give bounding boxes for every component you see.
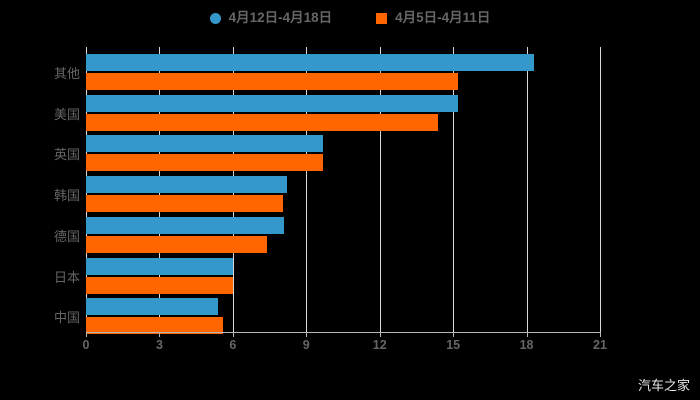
bar[interactable] xyxy=(86,113,439,131)
category-label: 德国 xyxy=(53,228,80,244)
bar[interactable] xyxy=(86,54,534,71)
gridline xyxy=(306,47,308,332)
legend-item-series-a[interactable]: 4月12日-4月18日 xyxy=(209,10,333,26)
gridline xyxy=(379,47,381,332)
legend-label-series-b: 4月5日-4月11日 xyxy=(395,10,491,26)
bar[interactable] xyxy=(86,235,268,253)
category-label: 其他 xyxy=(53,66,80,81)
gridline xyxy=(453,47,455,332)
x-axis-tick xyxy=(453,333,455,337)
bar[interactable] xyxy=(86,317,224,335)
x-axis-tick xyxy=(306,333,308,337)
x-axis-label: 15 xyxy=(446,338,461,352)
x-axis-label: 6 xyxy=(229,338,237,352)
bar[interactable] xyxy=(86,154,324,172)
x-axis-tick xyxy=(159,333,161,337)
category-label: 日本 xyxy=(53,269,80,285)
x-axis-label: 12 xyxy=(372,338,387,352)
x-axis-label: 0 xyxy=(82,338,90,352)
x-axis-tick xyxy=(232,333,234,337)
x-axis-line xyxy=(86,332,601,333)
x-axis-tick xyxy=(379,333,381,337)
bar-group xyxy=(86,216,600,255)
bar[interactable] xyxy=(86,257,233,275)
bar-group xyxy=(86,94,600,133)
circle-marker-icon xyxy=(209,12,221,24)
bar[interactable] xyxy=(86,195,284,213)
gridline xyxy=(526,47,528,332)
category-label: 韩国 xyxy=(53,188,80,204)
x-axis-label: 21 xyxy=(593,338,607,352)
bar[interactable] xyxy=(86,94,459,112)
bar-group xyxy=(86,298,600,336)
category-label: 中国 xyxy=(53,310,80,326)
legend-item-series-b[interactable]: 4月5日-4月11日 xyxy=(376,11,490,25)
x-axis-label: 18 xyxy=(519,338,534,352)
category-axis: 其他美国英国韩国德国日本中国 xyxy=(6,47,80,332)
category-label: 英国 xyxy=(53,147,80,163)
bar-group xyxy=(86,135,600,173)
x-axis-label: 3 xyxy=(155,338,163,352)
watermark: 汽车之家 xyxy=(637,378,690,393)
bar[interactable] xyxy=(86,216,285,234)
square-marker-icon xyxy=(376,12,388,24)
category-label: 美国 xyxy=(53,106,80,122)
x-axis-tick xyxy=(526,333,528,337)
bar[interactable] xyxy=(86,135,324,153)
x-axis-tick xyxy=(600,333,601,337)
x-axis-tick xyxy=(86,333,87,337)
bar[interactable] xyxy=(86,73,459,90)
gridline xyxy=(600,47,601,332)
bar[interactable] xyxy=(86,176,287,194)
bar-group xyxy=(86,257,600,296)
legend-label-series-a: 4月12日-4月18日 xyxy=(228,10,333,26)
bar-group xyxy=(86,176,600,214)
bar[interactable] xyxy=(86,298,219,316)
bar-group xyxy=(86,54,600,92)
plot-area xyxy=(86,47,601,335)
bar[interactable] xyxy=(86,276,233,294)
x-axis-label: 9 xyxy=(302,338,310,352)
chart-legend: 4月12日-4月18日 4月5日-4月11日 xyxy=(0,6,700,30)
